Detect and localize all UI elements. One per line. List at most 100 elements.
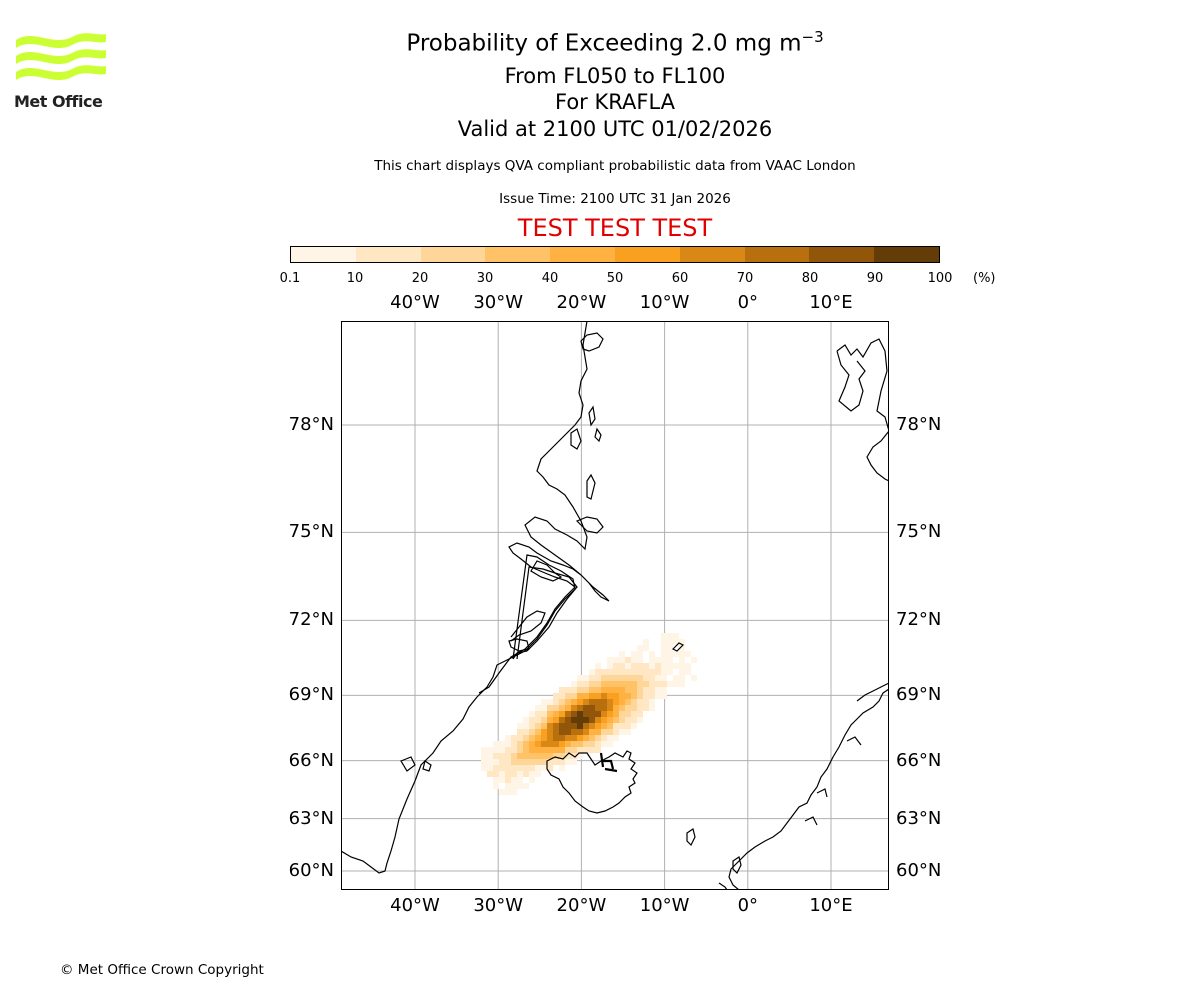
top-longitude-label: 40°W xyxy=(390,292,440,313)
plume-cell xyxy=(559,735,565,741)
plume-cell xyxy=(637,711,643,717)
plume-cell xyxy=(511,765,517,771)
plume-cell xyxy=(679,645,685,651)
plume-cell xyxy=(679,651,685,657)
colorbar-tick-label: 20 xyxy=(411,271,429,286)
plume-cell xyxy=(511,747,517,753)
plume-cell xyxy=(487,765,493,771)
plume-cell xyxy=(613,663,619,669)
plume-cell xyxy=(577,747,583,753)
plume-cell xyxy=(655,669,661,675)
plume-cell xyxy=(637,717,643,723)
plume-cell xyxy=(499,741,505,747)
flight-levels-title: From FL050 to FL100 xyxy=(504,64,726,88)
plume-cell xyxy=(601,681,607,687)
plume-cell xyxy=(517,777,523,783)
plume-cell xyxy=(535,741,541,747)
plume-cell xyxy=(571,705,577,711)
plume-cell xyxy=(517,747,523,753)
plume-cell xyxy=(649,693,655,699)
plume-cell xyxy=(613,699,619,705)
plume-cell xyxy=(667,681,673,687)
plume-cell xyxy=(505,783,511,789)
greenland-island-1 xyxy=(580,332,604,352)
plume-cell xyxy=(541,747,547,753)
plume-cell xyxy=(559,741,565,747)
scotland-fragment xyxy=(718,882,728,890)
plume-cell xyxy=(547,753,553,759)
colorbar-segment xyxy=(679,247,745,262)
plume-cell xyxy=(529,771,535,777)
plume-cell xyxy=(631,663,637,669)
plume-cell xyxy=(529,711,535,717)
plume-cell xyxy=(565,723,571,729)
greenland-island-3 xyxy=(586,473,596,500)
plume-cell xyxy=(529,747,535,753)
east-greenland-small-islands xyxy=(400,756,432,772)
plume-cell xyxy=(499,759,505,765)
plume-cell xyxy=(565,741,571,747)
colorbar-segment xyxy=(355,247,421,262)
plume-cell xyxy=(583,741,589,747)
plume-cell xyxy=(679,681,685,687)
bottom-longitude-label: 10°E xyxy=(809,895,853,916)
plume-cell xyxy=(565,735,571,741)
colorbar-tick-label: 10 xyxy=(346,271,364,286)
plume-cell xyxy=(625,663,631,669)
plume-cell xyxy=(619,699,625,705)
plume-cell xyxy=(547,747,553,753)
plume-cell xyxy=(649,681,655,687)
plume-cell xyxy=(625,705,631,711)
plume-cell xyxy=(595,681,601,687)
plume-cell xyxy=(649,675,655,681)
plume-cell xyxy=(619,693,625,699)
left-latitude-label: 63°N xyxy=(288,807,334,829)
plume-cell xyxy=(493,753,499,759)
plume-cell xyxy=(661,663,667,669)
plume-cell xyxy=(655,675,661,681)
plume-cell xyxy=(505,759,511,765)
plume-cell xyxy=(673,651,679,657)
plume-cell xyxy=(547,705,553,711)
graticule xyxy=(341,321,889,890)
colorbar-segment xyxy=(614,247,680,262)
plume-cell xyxy=(481,747,487,753)
plume-cell xyxy=(583,681,589,687)
plume-cell xyxy=(505,741,511,747)
plume-cell xyxy=(511,777,517,783)
plume-cell xyxy=(619,657,625,663)
plume-cell xyxy=(595,723,601,729)
plume-cell xyxy=(517,771,523,777)
plume-cell xyxy=(481,765,487,771)
plume-cell xyxy=(547,735,553,741)
right-latitude-label: 60°N xyxy=(896,860,942,881)
plume-cell xyxy=(511,783,517,789)
plume-cell xyxy=(505,789,511,795)
plume-cell xyxy=(661,693,667,699)
plume-cell xyxy=(559,729,565,735)
plume-cell xyxy=(517,735,523,741)
plume-cell xyxy=(625,675,631,681)
plume-cell xyxy=(529,723,535,729)
jan-mayen-coastline xyxy=(671,642,685,652)
plume-cell xyxy=(619,669,625,675)
plume-cell xyxy=(583,675,589,681)
colorbar-tick-label: 80 xyxy=(801,271,819,286)
plume-cell xyxy=(535,711,541,717)
plume-cell xyxy=(613,693,619,699)
plume-cell xyxy=(601,693,607,699)
plume-cell xyxy=(541,735,547,741)
plume-cell xyxy=(559,705,565,711)
greenland-inlet-2 xyxy=(530,560,563,582)
colorbar-tick-label: 100 xyxy=(927,271,953,286)
colorbar-segment xyxy=(485,247,551,262)
plume-cell xyxy=(607,675,613,681)
plume-cell xyxy=(607,663,613,669)
plume-cell xyxy=(577,711,583,717)
plume-cell xyxy=(649,651,655,657)
plume-cell xyxy=(619,675,625,681)
plume-cell xyxy=(607,729,613,735)
plume-cell xyxy=(541,741,547,747)
plume-cell xyxy=(493,741,499,747)
plume-cell xyxy=(601,711,607,717)
